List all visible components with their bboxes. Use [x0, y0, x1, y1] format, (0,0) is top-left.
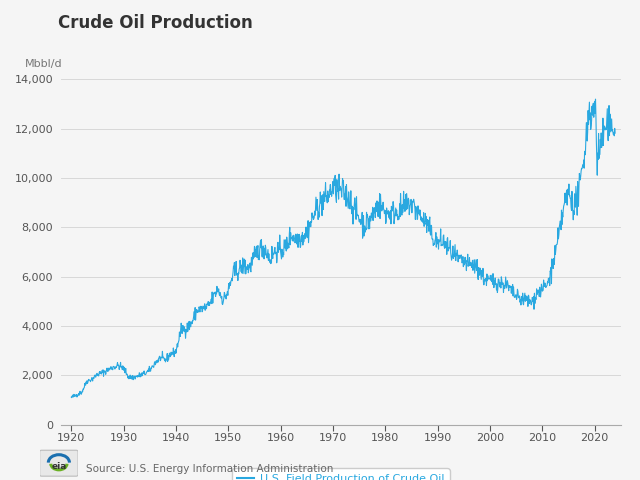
- FancyBboxPatch shape: [40, 450, 78, 476]
- Text: Mbbl/d: Mbbl/d: [24, 59, 62, 69]
- Text: eia: eia: [51, 462, 67, 471]
- Text: Crude Oil Production: Crude Oil Production: [58, 14, 252, 33]
- Legend: U.S. Field Production of Crude Oil: U.S. Field Production of Crude Oil: [232, 468, 450, 480]
- Text: Source: U.S. Energy Information Administration: Source: U.S. Energy Information Administ…: [86, 464, 334, 474]
